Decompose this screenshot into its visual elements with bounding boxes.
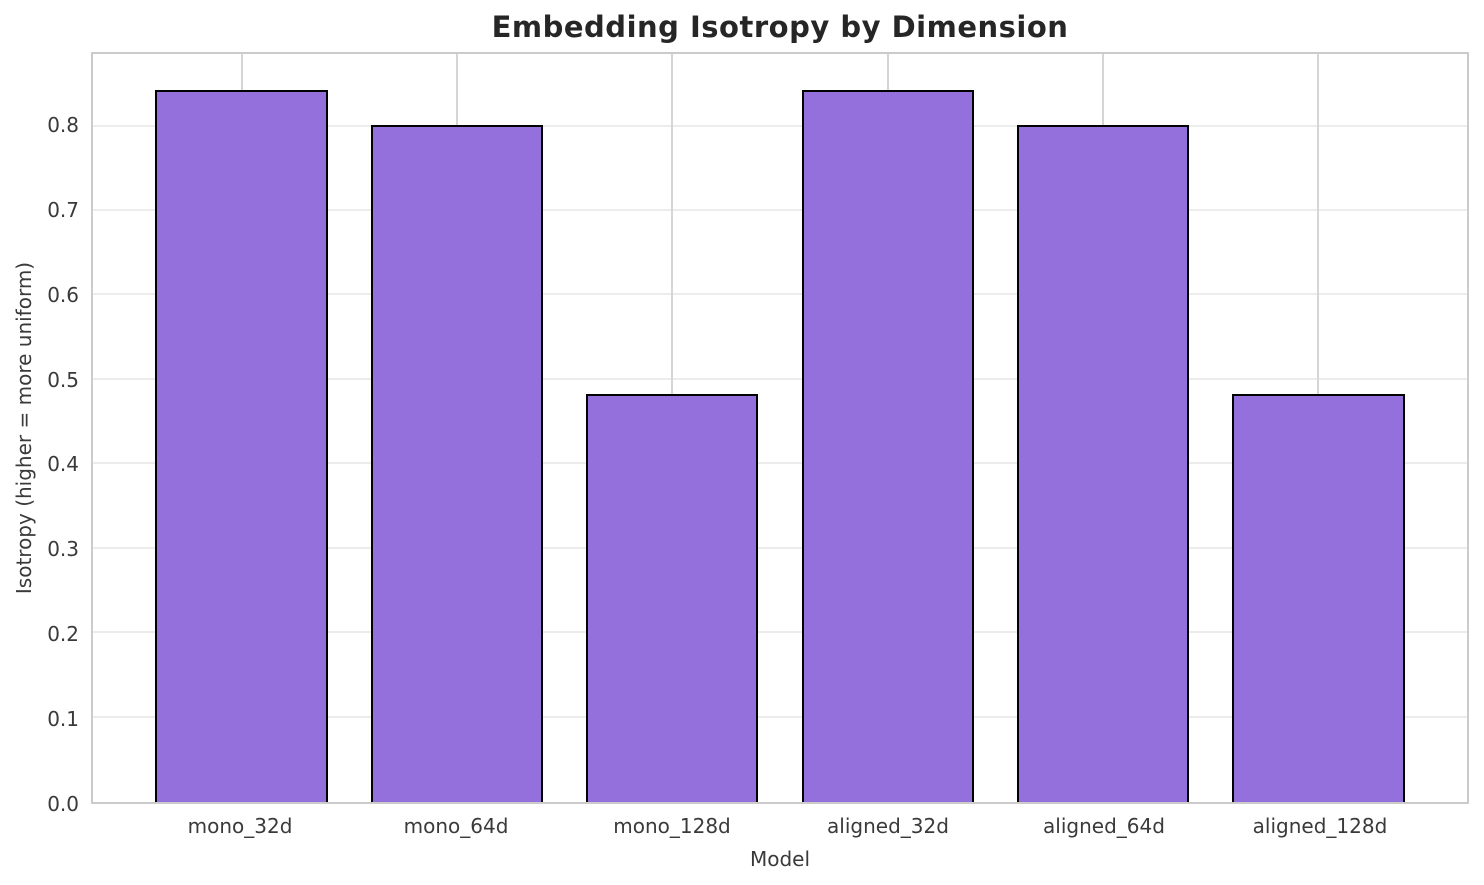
h-gridline [93,293,1467,296]
x-tick-label: mono_128d [613,814,731,838]
x-axis-label: Model [749,847,811,871]
h-gridline [93,546,1467,549]
y-tick-label: 0.2 [47,622,79,647]
h-gridline [93,631,1467,634]
y-tick-label: 0.0 [47,792,79,816]
x-tick-label: mono_64d [403,814,509,838]
bar-aligned_128d [1232,394,1405,802]
y-axis-ticks: 0.0 0.1 0.2 0.3 0.4 0.5 0.6 0.7 0.8 [0,52,79,816]
chart-title: Embedding Isotropy by Dimension [491,10,1069,44]
y-tick-label: 0.8 [47,112,79,137]
y-tick-label: 0.6 [47,282,79,307]
h-gridline [93,715,1467,718]
h-gridline [93,124,1467,127]
bar-mono_64d [370,124,544,802]
bar-mono_128d [586,394,759,802]
h-gridline [93,462,1467,465]
y-tick-label: 0.3 [47,537,79,562]
y-tick-label: 0.7 [47,197,79,222]
h-gridline [93,209,1467,212]
bar-aligned_64d [1016,124,1190,802]
plot-area [91,52,1469,804]
bar-mono_32d [155,90,328,802]
bar-aligned_32d [801,90,974,802]
y-axis-label: Isotropy (higher = more uniform) [12,261,36,595]
x-axis-ticks: mono_32d mono_64d mono_128d aligned_32d alig… [91,814,1469,842]
y-tick-label: 0.5 [47,367,79,392]
x-tick-label: aligned_32d [827,814,949,838]
y-tick-label: 0.1 [47,707,79,732]
y-tick-label: 0.4 [47,452,79,477]
h-gridline [93,377,1467,380]
x-tick-label: aligned_64d [1043,814,1165,838]
x-tick-label: aligned_128d [1252,814,1388,838]
x-tick-label: mono_32d [187,814,293,838]
